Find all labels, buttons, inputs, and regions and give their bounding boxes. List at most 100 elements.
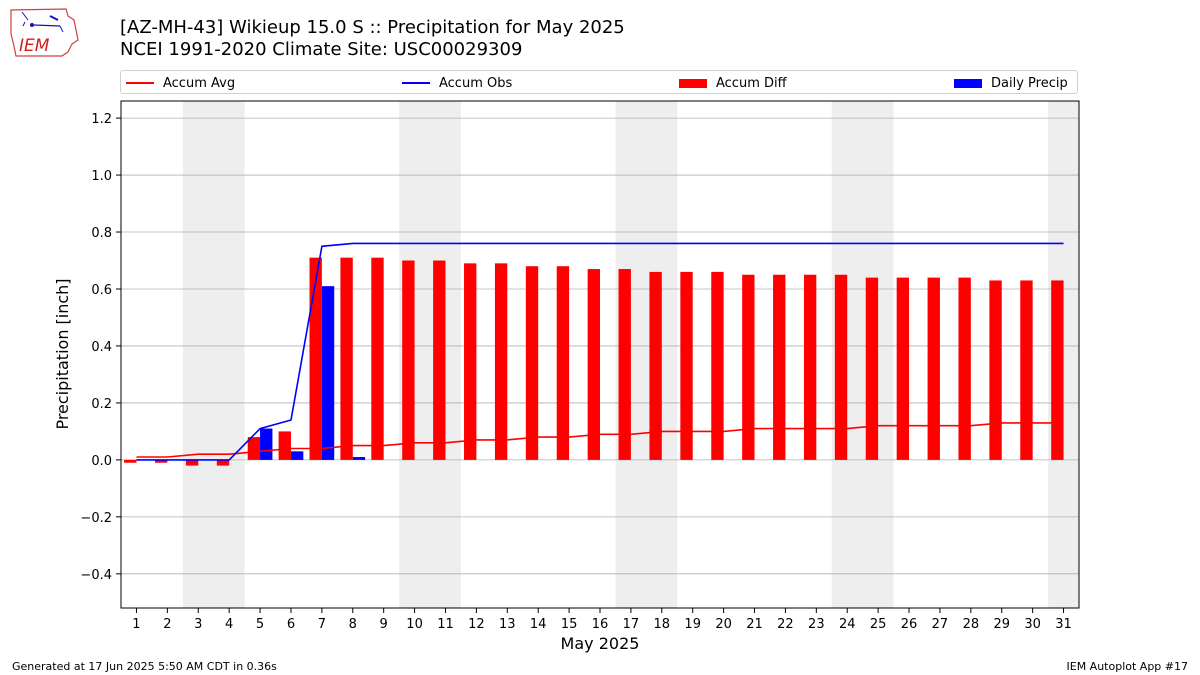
accum-diff-bar-day-5 <box>247 437 261 460</box>
y-tick-label: 0.0 <box>91 454 112 469</box>
y-axis-label: Precipitation [inch] <box>53 278 72 429</box>
x-tick-label: 16 <box>592 617 609 632</box>
accum-diff-bar-day-9 <box>371 257 384 460</box>
x-tick-label: 18 <box>654 617 671 632</box>
x-tick-label: 31 <box>1055 617 1072 632</box>
daily-precip-bar-day-6 <box>290 451 304 460</box>
legend-item-accum-avg: Accum Avg <box>126 74 235 92</box>
x-tick-label: 20 <box>715 617 732 632</box>
x-tick-label: 27 <box>932 617 949 632</box>
x-tick-label: 22 <box>777 617 794 632</box>
x-tick-label: 28 <box>963 617 980 632</box>
legend-label-daily-precip: Daily Precip <box>991 75 1068 91</box>
x-tick-label: 9 <box>380 617 388 632</box>
accum-diff-bar-day-21 <box>742 274 755 460</box>
x-tick-label: 17 <box>623 617 640 632</box>
x-tick-label: 30 <box>1024 617 1041 632</box>
accum-diff-bar-day-17 <box>618 269 631 460</box>
accum-diff-bar-day-28 <box>958 277 971 460</box>
daily-precip-bar-day-5 <box>260 428 273 460</box>
accum-diff-bar-day-11 <box>433 260 446 460</box>
accum-diff-bar-day-12 <box>464 263 477 460</box>
generated-note: Generated at 17 Jun 2025 5:50 AM CDT in … <box>12 660 277 673</box>
line-series <box>136 242 1064 461</box>
accum-obs-line <box>136 242 1064 461</box>
y-tick-label: 0.2 <box>91 397 112 412</box>
x-tick-label: 6 <box>287 617 295 632</box>
accum-avg-line <box>136 422 1064 458</box>
legend-item-accum-diff: Accum Diff <box>679 74 787 92</box>
accum-diff-bar-day-27 <box>927 277 940 460</box>
accum-diff-bar-day-20 <box>711 271 724 460</box>
accum-diff-bar-day-18 <box>649 271 662 460</box>
daily-precip-bar-day-7 <box>321 286 335 460</box>
accum-diff-bar-day-30 <box>1020 280 1033 460</box>
x-tick-label: 15 <box>561 617 578 632</box>
x-tick-label: 25 <box>870 617 887 632</box>
legend-swatch-accum-obs <box>402 82 430 84</box>
daily-precip-bar-day-8 <box>352 457 366 460</box>
x-tick-label: 13 <box>499 617 516 632</box>
accum-diff-bar-day-19 <box>680 271 693 460</box>
accum-diff-bar-day-6 <box>278 431 291 460</box>
accum-diff-bar-day-13 <box>494 263 508 460</box>
x-tick-label: 7 <box>318 617 326 632</box>
x-tick-label: 11 <box>437 617 454 632</box>
legend-swatch-accum-diff <box>679 78 707 88</box>
x-tick-label: 2 <box>163 617 171 632</box>
x-tick-label: 24 <box>839 617 856 632</box>
x-tick-label: 8 <box>349 617 357 632</box>
accum-diff-bar-day-1 <box>124 459 137 463</box>
x-tick-label: 3 <box>194 617 202 632</box>
chart-title: [AZ-MH-43] Wikieup 15.0 S :: Precipitati… <box>120 17 625 38</box>
iem-logo: IEM <box>8 6 80 62</box>
accum-diff-bar-day-10 <box>402 260 415 460</box>
x-tick-label: 26 <box>901 617 918 632</box>
x-tick-label: 10 <box>406 617 423 632</box>
accum-diff-bar-day-24 <box>834 274 848 460</box>
app-credit: IEM Autoplot App #17 <box>1066 660 1189 673</box>
legend: Accum Avg Accum Obs Accum Diff Daily Pre… <box>120 70 1078 94</box>
accum-diff-bar-day-29 <box>989 280 1002 460</box>
y-tick-label: −0.2 <box>80 511 112 526</box>
y-tick-label: 1.2 <box>91 112 112 127</box>
x-tick-label: 1 <box>132 617 140 632</box>
x-axis-label: May 2025 <box>561 634 640 653</box>
x-tick-label: 23 <box>808 617 825 632</box>
accum-diff-bar-day-7 <box>309 257 322 460</box>
x-tick-label: 12 <box>468 617 485 632</box>
legend-swatch-daily-precip <box>954 78 982 88</box>
x-tick-label: 21 <box>746 617 763 632</box>
y-tick-label: 1.0 <box>91 169 112 184</box>
weekend-band-1 <box>182 101 245 608</box>
logo-text: IEM <box>19 36 50 56</box>
legend-item-daily-precip: Daily Precip <box>954 74 1068 92</box>
legend-label-accum-obs: Accum Obs <box>439 75 513 91</box>
x-tick-label: 14 <box>530 617 547 632</box>
accum-diff-bar-day-16 <box>587 269 600 460</box>
x-tick-label: 19 <box>684 617 701 632</box>
y-tick-label: 0.4 <box>91 340 112 355</box>
legend-item-accum-obs: Accum Obs <box>402 74 512 92</box>
accum-diff-bar-day-14 <box>525 266 539 460</box>
axes: −0.4−0.20.00.20.40.60.81.01.21 2 3 4 5 6 7 8 9 10… <box>80 100 1080 632</box>
y-tick-label: 0.6 <box>91 283 112 298</box>
chart-subtitle: NCEI 1991-2020 Climate Site: USC00029309 <box>120 39 523 60</box>
accum-diff-bar-day-4 <box>216 459 230 466</box>
accum-diff-bar-day-2 <box>154 459 168 463</box>
x-tick-label: 5 <box>256 617 264 632</box>
accum-diff-bar-day-26 <box>896 277 910 460</box>
accum-diff-bar-day-23 <box>803 274 817 460</box>
accum-diff-bar-day-8 <box>340 257 353 460</box>
accum-diff-bar-day-22 <box>773 274 786 460</box>
x-tick-label: 29 <box>993 617 1010 632</box>
legend-label-accum-diff: Accum Diff <box>716 75 787 91</box>
accum-diff-bar-day-15 <box>556 266 570 460</box>
y-tick-label: −0.4 <box>80 568 112 583</box>
legend-swatch-accum-avg <box>126 82 154 84</box>
accum-diff-bar-day-25 <box>865 277 879 460</box>
x-tick-label: 4 <box>225 617 233 632</box>
bar-series <box>124 257 1064 466</box>
legend-label-accum-avg: Accum Avg <box>163 75 236 91</box>
